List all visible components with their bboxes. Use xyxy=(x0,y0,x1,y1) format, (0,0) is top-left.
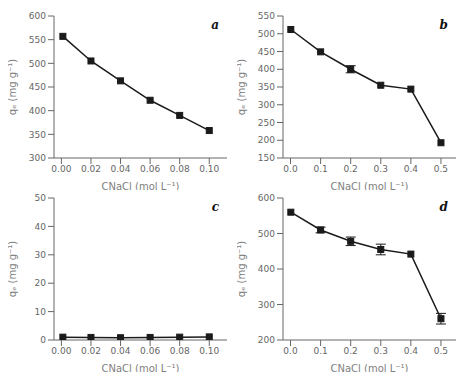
svg-text:0.02: 0.02 xyxy=(81,164,101,174)
svg-text:0.1: 0.1 xyxy=(313,346,327,356)
html-text:d: d xyxy=(439,200,448,214)
svg-text:0.10: 0.10 xyxy=(199,346,219,356)
svg-text:200: 200 xyxy=(258,135,275,145)
svg-text:0.5: 0.5 xyxy=(434,346,448,356)
svg-text:0.04: 0.04 xyxy=(111,164,131,174)
svg-text:0.4: 0.4 xyxy=(404,346,419,356)
svg-text:500: 500 xyxy=(258,29,275,39)
svg-text:150: 150 xyxy=(258,153,275,163)
svg-text:0.10: 0.10 xyxy=(199,164,219,174)
svg-text:0.06: 0.06 xyxy=(140,164,160,174)
svg-text:400: 400 xyxy=(258,264,275,274)
svg-text:0.0: 0.0 xyxy=(283,346,298,356)
svg-text:CNaCl (mol L⁻¹): CNaCl (mol L⁻¹) xyxy=(101,181,179,190)
svg-text:0.06: 0.06 xyxy=(140,346,160,356)
html-text:c: c xyxy=(211,200,219,214)
svg-text:50: 50 xyxy=(35,193,47,203)
svg-text:0.3: 0.3 xyxy=(374,346,388,356)
svg-text:40: 40 xyxy=(35,222,47,232)
svg-text:0.08: 0.08 xyxy=(170,164,190,174)
svg-text:0.02: 0.02 xyxy=(81,346,101,356)
svg-text:qₑ (mg g⁻¹): qₑ (mg g⁻¹) xyxy=(237,59,247,116)
svg-text:0.5: 0.5 xyxy=(434,164,448,174)
svg-text:0: 0 xyxy=(40,335,46,345)
html-text:b: b xyxy=(439,18,448,32)
svg-text:450: 450 xyxy=(258,47,275,57)
svg-text:300: 300 xyxy=(258,100,275,110)
svg-text:10: 10 xyxy=(35,307,47,317)
html-text:a: a xyxy=(211,18,219,32)
svg-text:0.0: 0.0 xyxy=(283,164,298,174)
svg-text:400: 400 xyxy=(258,64,275,74)
svg-text:CNaCl (mol L⁻¹): CNaCl (mol L⁻¹) xyxy=(330,363,408,372)
svg-text:0.3: 0.3 xyxy=(374,164,388,174)
svg-text:550: 550 xyxy=(29,35,46,45)
svg-text:550: 550 xyxy=(258,11,275,21)
svg-text:300: 300 xyxy=(258,300,275,310)
svg-text:qₑ (mg g⁻¹): qₑ (mg g⁻¹) xyxy=(237,241,247,298)
svg-text:CNaCl (mol L⁻¹): CNaCl (mol L⁻¹) xyxy=(330,181,408,190)
svg-text:0.04: 0.04 xyxy=(111,346,131,356)
svg-text:250: 250 xyxy=(258,118,275,128)
svg-text:0.00: 0.00 xyxy=(51,346,71,356)
svg-text:200: 200 xyxy=(258,335,275,345)
svg-text:350: 350 xyxy=(258,82,275,92)
svg-text:0.00: 0.00 xyxy=(51,164,71,174)
svg-text:300: 300 xyxy=(29,153,46,163)
svg-text:0.2: 0.2 xyxy=(344,164,358,174)
svg-text:0.2: 0.2 xyxy=(344,346,358,356)
svg-text:30: 30 xyxy=(35,250,47,260)
svg-text:600: 600 xyxy=(29,11,46,21)
svg-text:500: 500 xyxy=(29,59,46,69)
svg-text:500: 500 xyxy=(258,229,275,239)
svg-text:CNaCl (mol L⁻¹): CNaCl (mol L⁻¹) xyxy=(101,363,179,372)
svg-text:0.4: 0.4 xyxy=(404,164,419,174)
svg-text:0.1: 0.1 xyxy=(313,164,327,174)
svg-text:350: 350 xyxy=(29,130,46,140)
svg-text:0.08: 0.08 xyxy=(170,346,190,356)
svg-text:qₑ (mg g⁻¹): qₑ (mg g⁻¹) xyxy=(8,241,18,298)
svg-text:450: 450 xyxy=(29,82,46,92)
svg-text:400: 400 xyxy=(29,106,46,116)
svg-text:20: 20 xyxy=(35,278,47,288)
svg-text:qₑ (mg g⁻¹): qₑ (mg g⁻¹) xyxy=(8,59,18,116)
svg-text:600: 600 xyxy=(258,193,275,203)
